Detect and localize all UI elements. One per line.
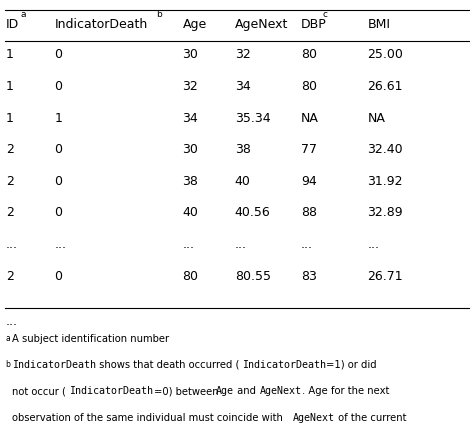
Text: A subject identification number: A subject identification number [12,333,169,343]
Text: =0) between: =0) between [154,385,221,396]
Text: IndicatorDeath: IndicatorDeath [242,359,326,369]
Text: ...: ... [367,237,379,251]
Text: AgeNext: AgeNext [293,412,335,422]
Text: 38: 38 [182,174,198,187]
Text: NA: NA [301,111,319,124]
Text: 32.89: 32.89 [367,206,403,219]
Text: 0: 0 [55,174,63,187]
Text: AgeNext: AgeNext [235,18,288,31]
Text: ID: ID [6,18,19,31]
Text: 40: 40 [182,206,198,219]
Text: 31.92: 31.92 [367,174,403,187]
Text: observation of the same individual must coincide with: observation of the same individual must … [12,412,286,422]
Text: Age: Age [216,385,234,396]
Text: IndicatorDeath: IndicatorDeath [55,18,148,31]
Text: DBP: DBP [301,18,327,31]
Text: ...: ... [301,237,313,251]
Text: and: and [234,385,259,396]
Text: ...: ... [235,237,246,251]
Text: 88: 88 [301,206,317,219]
Text: NA: NA [367,111,385,124]
Text: 32: 32 [235,48,250,61]
Text: 26.61: 26.61 [367,80,403,93]
Text: 83: 83 [301,269,317,282]
Text: 32: 32 [182,80,198,93]
Text: 0: 0 [55,80,63,93]
Text: ...: ... [55,237,66,251]
Text: 0: 0 [55,48,63,61]
Text: 80: 80 [301,48,317,61]
Text: 30: 30 [182,48,198,61]
Text: of the current: of the current [335,412,407,422]
Text: b: b [156,10,162,19]
Text: ...: ... [6,237,18,251]
Text: IndicatorDeath: IndicatorDeath [70,385,154,396]
Text: 1: 1 [6,80,14,93]
Text: not occur (: not occur ( [12,385,66,396]
Text: 2: 2 [6,206,14,219]
Text: c: c [323,10,328,19]
Text: 40: 40 [235,174,250,187]
Text: Age: Age [182,18,207,31]
Text: 34: 34 [235,80,250,93]
Text: 0: 0 [55,143,63,156]
Text: 26.71: 26.71 [367,269,403,282]
Text: a: a [20,10,26,19]
Text: 1: 1 [55,111,63,124]
Text: 1: 1 [6,111,14,124]
Text: 34: 34 [182,111,198,124]
Text: 1: 1 [6,48,14,61]
Text: a: a [6,333,10,342]
Text: 2: 2 [6,143,14,156]
Text: b: b [6,359,10,368]
Text: 2: 2 [6,174,14,187]
Text: 94: 94 [301,174,317,187]
Text: =1) or did: =1) or did [326,359,376,369]
Text: 80: 80 [301,80,317,93]
Text: 77: 77 [301,143,317,156]
Text: 25.00: 25.00 [367,48,403,61]
Text: 40.56: 40.56 [235,206,270,219]
Text: AgeNext: AgeNext [260,385,302,396]
Text: ...: ... [6,314,18,327]
Text: 0: 0 [55,269,63,282]
Text: . Age for the next: . Age for the next [302,385,389,396]
Text: 30: 30 [182,143,198,156]
Text: BMI: BMI [367,18,391,31]
Text: 35.34: 35.34 [235,111,270,124]
Text: 38: 38 [235,143,250,156]
Text: shows that death occurred (: shows that death occurred ( [96,359,240,369]
Text: 2: 2 [6,269,14,282]
Text: IndicatorDeath: IndicatorDeath [12,359,96,369]
Text: 32.40: 32.40 [367,143,403,156]
Text: 80.55: 80.55 [235,269,271,282]
Text: 80: 80 [182,269,199,282]
Text: 0: 0 [55,206,63,219]
Text: ...: ... [182,237,194,251]
